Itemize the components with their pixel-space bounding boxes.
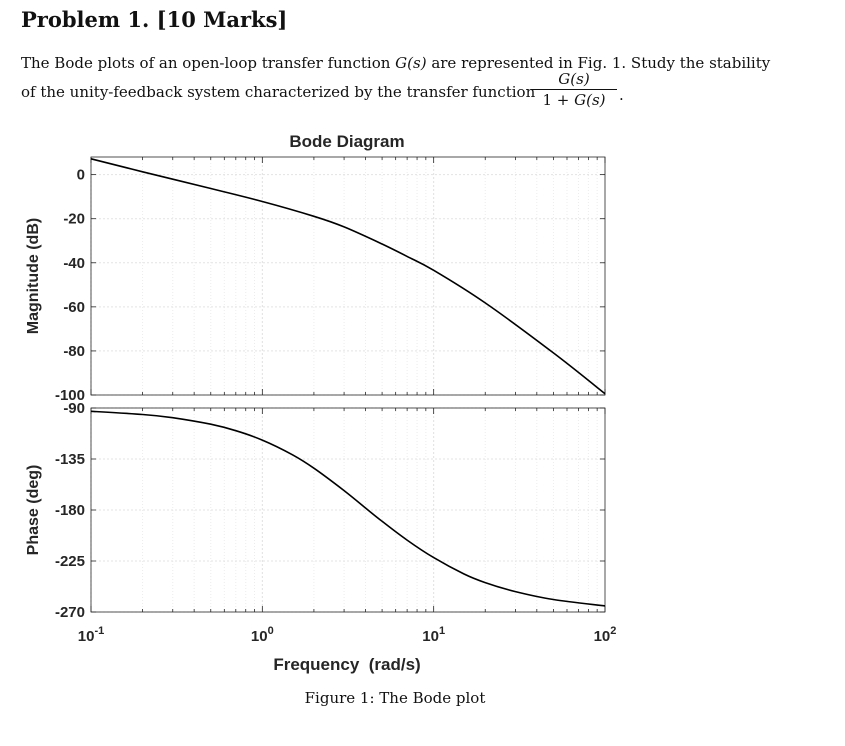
magnitude-curve — [90, 158, 606, 395]
chart-title: Bode Diagram — [289, 132, 404, 151]
denominator-g: G(s) — [574, 91, 606, 109]
x-tick-label: 10-1 — [78, 625, 104, 645]
phase-y-tick-label: -90 — [63, 400, 85, 417]
phase-y-axis-label: Phase (deg) — [25, 465, 42, 556]
phase-y-tick-label: -180 — [55, 502, 85, 519]
transfer-function-symbol: G(s) — [395, 54, 427, 72]
phase-y-tick-label: -135 — [55, 451, 85, 468]
phase-y-tick-label: -225 — [55, 553, 85, 570]
x-axis-label: Frequency (rad/s) — [273, 655, 420, 674]
figure-caption: Figure 1: The Bode plot — [304, 689, 486, 707]
magnitude-y-tick-label: -20 — [63, 211, 85, 228]
magnitude-panel: 0 -20 -40 -60 -80 -100 Magnitude (dB) — [25, 156, 606, 404]
magnitude-y-tick-label: 0 — [77, 167, 85, 184]
magnitude-frame — [90, 156, 606, 396]
statement-text-b: are represented in Fig. 1. Study the sta… — [426, 54, 771, 72]
statement-line-1: The Bode plots of an open-loop transfer … — [21, 52, 770, 74]
x-tick-label: 102 — [594, 625, 617, 645]
x-tick-label: 101 — [422, 625, 445, 645]
magnitude-y-tick-label: -80 — [63, 343, 85, 360]
fraction-period: . — [619, 86, 624, 104]
statement-text-a: The Bode plots of an open-loop transfer … — [21, 54, 396, 72]
fraction-bar — [531, 89, 617, 90]
magnitude-y-axis-label: Magnitude (dB) — [25, 218, 42, 334]
magnitude-plot-area — [91, 157, 605, 395]
closed-loop-fraction: G(s) 1 + G(s) — [531, 70, 617, 109]
x-tick-label: 100 — [251, 625, 274, 645]
phase-curve — [90, 410, 606, 607]
denominator-one-plus: 1 + — [542, 91, 575, 109]
fraction-numerator: G(s) — [558, 70, 590, 88]
statement-line-2: of the unity-feedback system characteriz… — [21, 83, 536, 101]
magnitude-y-tick-label: -40 — [63, 255, 85, 272]
phase-panel: -90 -135 -180 -225 -270 Phase (deg) — [25, 400, 606, 621]
magnitude-y-tick-label: -100 — [55, 387, 85, 404]
problem-title: Problem 1. [10 Marks] — [21, 7, 288, 32]
frequency-axis: 10-1 100 101 102 — [78, 625, 617, 645]
magnitude-y-tick-label: -60 — [63, 299, 85, 316]
phase-y-tick-label: -270 — [55, 604, 85, 621]
fraction-denominator: 1 + G(s) — [531, 91, 617, 109]
